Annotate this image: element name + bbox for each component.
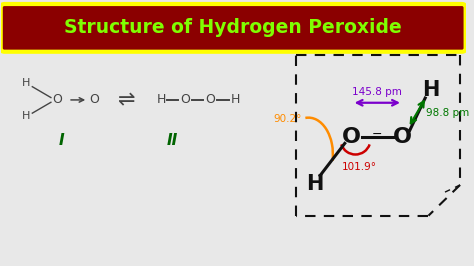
Text: O: O [180, 93, 190, 106]
Text: H: H [422, 80, 439, 99]
Text: 90.2°: 90.2° [274, 114, 302, 124]
Text: H: H [306, 174, 323, 194]
Text: O: O [205, 93, 215, 106]
Text: O: O [90, 93, 100, 106]
Text: H: H [231, 93, 240, 106]
Text: I: I [58, 132, 64, 148]
Text: H: H [22, 78, 30, 88]
Text: H: H [156, 93, 166, 106]
Text: O: O [53, 93, 63, 106]
Text: II: II [167, 132, 178, 148]
Text: O: O [342, 127, 361, 147]
Text: O: O [393, 127, 412, 147]
Text: −: − [372, 128, 383, 141]
Text: Structure of Hydrogen Peroxide: Structure of Hydrogen Peroxide [64, 18, 402, 37]
Text: 101.9°: 101.9° [342, 162, 377, 172]
Text: H: H [22, 111, 30, 122]
FancyBboxPatch shape [0, 4, 465, 52]
Text: ⇌: ⇌ [118, 90, 136, 110]
Text: 145.8 pm: 145.8 pm [352, 87, 402, 97]
Text: 98.8 pm: 98.8 pm [426, 108, 470, 118]
